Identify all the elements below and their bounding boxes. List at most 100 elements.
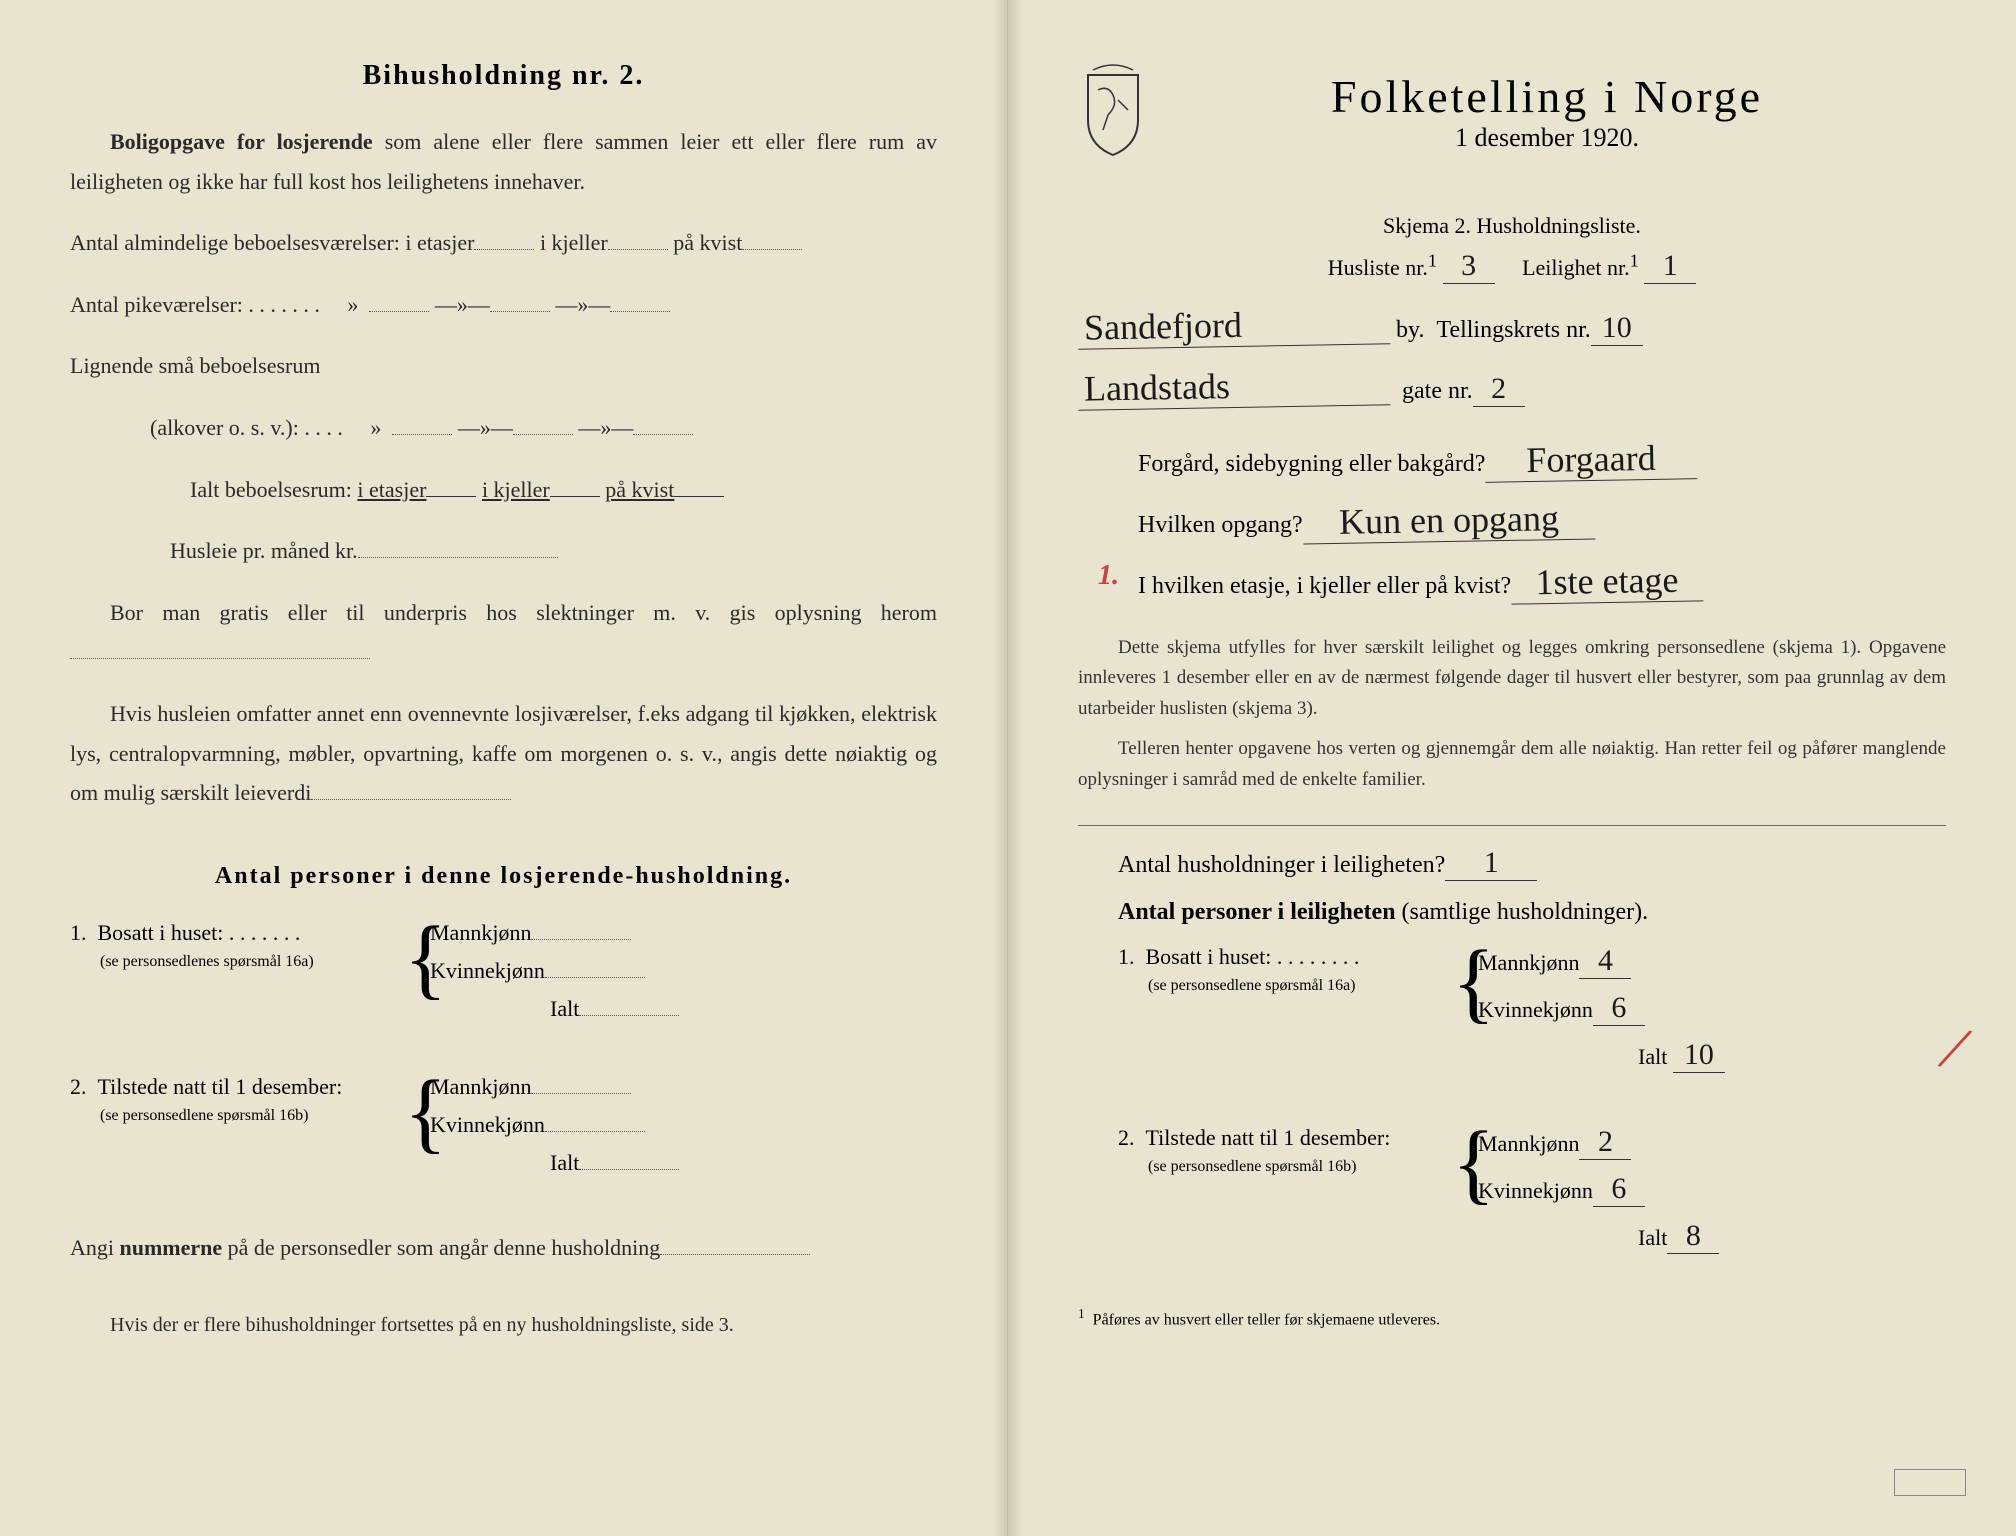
intro-bold: Boligopgave for losjerende <box>110 129 373 154</box>
printer-stamp <box>1894 1469 1966 1496</box>
etasjer-fill <box>474 249 534 250</box>
gratis-fill <box>70 658 370 659</box>
header-row: Folketelling i Norge 1 desember 1920. <box>1078 60 1946 193</box>
r-item2-right: { Mannkjønn2 Kvinnekjønn6 Ialt8 <box>1458 1125 1946 1266</box>
brace-1: { <box>404 916 447 1002</box>
divider <box>1078 825 1946 826</box>
city-row: Sandefjord by. Tellingskrets nr. 10 <box>1078 304 1946 347</box>
rent-label: Husleie pr. måned kr. <box>170 538 358 563</box>
kvist-u: på kvist <box>605 477 674 502</box>
count-item-1: 1. Bosatt i huset: . . . . . . . (se per… <box>70 920 937 1034</box>
etasjer-label: i etasjer <box>405 230 474 255</box>
census-date: 1 desember 1920. <box>1148 123 1946 153</box>
etasjer-u: i etasjer <box>357 477 426 502</box>
gate-label: gate nr. <box>1402 378 1473 405</box>
total-rooms-label: Ialt beboelsesrum: <box>190 477 352 502</box>
r-kvinne-label-2: Kvinnekjønn <box>1478 1178 1593 1203</box>
kjeller-fill <box>608 249 668 250</box>
households-row: Antal husholdninger i leiligheten? 1 <box>1078 846 1946 881</box>
census-document: Bihusholdning nr. 2. Boligopgave for los… <box>0 0 2016 1536</box>
leilighet-value: 1 <box>1644 249 1696 284</box>
main-title: Folketelling i Norge <box>1148 70 1946 123</box>
tot-fill2 <box>550 496 600 497</box>
persons-row: Antal personer i leiligheten (samtlige h… <box>1078 899 1946 926</box>
alkover-fill1 <box>392 434 452 435</box>
footnote: 1 Påføres av husvert eller teller før sk… <box>1078 1306 1946 1329</box>
left-page: Bihusholdning nr. 2. Boligopgave for los… <box>0 0 1008 1536</box>
etasje-label: I hvilken etasje, i kjeller eller på kvi… <box>1138 573 1511 600</box>
opgang-value: Kun en opgang <box>1302 496 1595 544</box>
total-rooms-line: Ialt beboelsesrum: i etasjer i kjeller p… <box>70 470 937 510</box>
schema-line: Skjema 2. Husholdningsliste. <box>1078 213 1946 239</box>
r-mann1-value: 4 <box>1579 944 1631 979</box>
intro-paragraph: Boligopgave for losjerende som alene ell… <box>70 122 937 201</box>
hush-value: 1 <box>1445 846 1537 881</box>
tellingskrets-value: 10 <box>1591 311 1643 346</box>
tot-fill3 <box>674 496 724 497</box>
brace-2: { <box>404 1070 447 1156</box>
mann2-fill <box>531 1093 631 1094</box>
item1-label: Bosatt i huset: . . . . . . . <box>98 920 301 945</box>
item2-right: { Mannkjønn Kvinnekjønn Ialt <box>410 1074 937 1188</box>
small-rooms-line1: Lignende små beboelsesrum <box>70 346 937 386</box>
r-kvinne1-value: 6 <box>1593 991 1645 1026</box>
alkover-label: (alkover o. s. v.): . . . . <box>150 415 343 440</box>
r-item2-note: (se personsedlene spørsmål 16b) <box>1118 1158 1356 1175</box>
leilighet-label: Leilighet nr. <box>1522 255 1630 280</box>
footnote-text: Påføres av husvert eller teller før skje… <box>1093 1311 1440 1328</box>
rent-note: Hvis husleien omfatter annet enn ovennev… <box>70 694 937 813</box>
pike-fill1 <box>369 311 429 312</box>
item2-label: Tilstede natt til 1 desember: <box>98 1074 343 1099</box>
mann1-fill <box>531 939 631 940</box>
ialt1-fill <box>579 1015 679 1016</box>
husliste-value: 3 <box>1443 249 1495 284</box>
kvinne-label-2: Kvinnekjønn <box>430 1112 545 1137</box>
r-item2-label: Tilstede natt til 1 desember: <box>1146 1125 1391 1150</box>
pike-fill2 <box>490 311 550 312</box>
forgard-row: Forgård, sidebygning eller bakgård? Forg… <box>1078 438 1946 481</box>
opgang-row: Hvilken opgang? Kun en opgang <box>1078 499 1946 542</box>
r-item2-left: 2. Tilstede natt til 1 desember: (se per… <box>1078 1125 1458 1266</box>
item1-note: (se personsedlenes spørsmål 16a) <box>70 953 314 970</box>
rent-note-text: Hvis husleien omfatter annet enn ovennev… <box>70 701 937 805</box>
r-item1-right: { Mannkjønn4 Kvinnekjønn6 Ialt 10 ╱ <box>1458 944 1946 1085</box>
r-ialt-label-2: Ialt <box>1638 1225 1667 1250</box>
street-row: Landstads gate nr. 2 <box>1078 365 1946 408</box>
r-count-item-2: 2. Tilstede natt til 1 desember: (se per… <box>1078 1125 1946 1266</box>
footnote-num: 1 <box>1078 1306 1085 1321</box>
r-kvinne-label-1: Kvinnekjønn <box>1478 997 1593 1022</box>
r-brace-2: { <box>1452 1121 1495 1207</box>
r-mann2-value: 2 <box>1579 1125 1631 1160</box>
husliste-label: Husliste nr. <box>1328 255 1428 280</box>
kvist-label: på kvist <box>673 230 742 255</box>
pike-line: Antal pikeværelser: . . . . . . . » —»— … <box>70 285 937 325</box>
nummerne-line: Angi nummerne på de personsedler som ang… <box>70 1228 937 1268</box>
right-page: Folketelling i Norge 1 desember 1920. Sk… <box>1008 0 2016 1536</box>
gate-value: 2 <box>1473 372 1525 407</box>
alkover-fill3 <box>633 434 693 435</box>
personer-label: Antal personer i leiligheten <box>1118 899 1396 926</box>
left-footer: Hvis der er flere bihusholdninger fortse… <box>70 1307 937 1343</box>
tellingskrets-label: Tellingskrets nr. <box>1436 317 1590 344</box>
red-mark: 1. <box>1098 560 1119 592</box>
coat-of-arms-icon <box>1078 60 1148 160</box>
left-title: Bihusholdning nr. 2. <box>70 60 937 92</box>
husliste-line: Husliste nr.1 3 Leilighet nr.1 1 <box>1078 249 1946 284</box>
sup-1b: 1 <box>1630 251 1639 271</box>
r-ialt1-value: 10 <box>1673 1038 1725 1073</box>
r-brace-1: { <box>1452 940 1495 1026</box>
person-count-section: Antal personer i denne losjerende-hushol… <box>70 863 937 1188</box>
r-ialt-label-1: Ialt <box>1638 1044 1667 1069</box>
kvinne-label-1: Kvinnekjønn <box>430 958 545 983</box>
sup-1a: 1 <box>1428 251 1437 271</box>
gratis-line: Bor man gratis eller til underpris hos s… <box>70 593 937 672</box>
ialt2-fill <box>579 1169 679 1170</box>
city-value: Sandefjord <box>1078 301 1391 349</box>
r-kvinne2-value: 6 <box>1593 1172 1645 1207</box>
instructions-2: Telleren henter opgavene hos verten og g… <box>1078 734 1946 795</box>
red-strike: ╱ <box>1939 1026 1971 1072</box>
title-block: Folketelling i Norge 1 desember 1920. <box>1148 60 1946 193</box>
count-item-2: 2. Tilstede natt til 1 desember: (se per… <box>70 1074 937 1188</box>
kjeller-u: i kjeller <box>482 477 550 502</box>
opgang-label: Hvilken opgang? <box>1138 512 1303 539</box>
